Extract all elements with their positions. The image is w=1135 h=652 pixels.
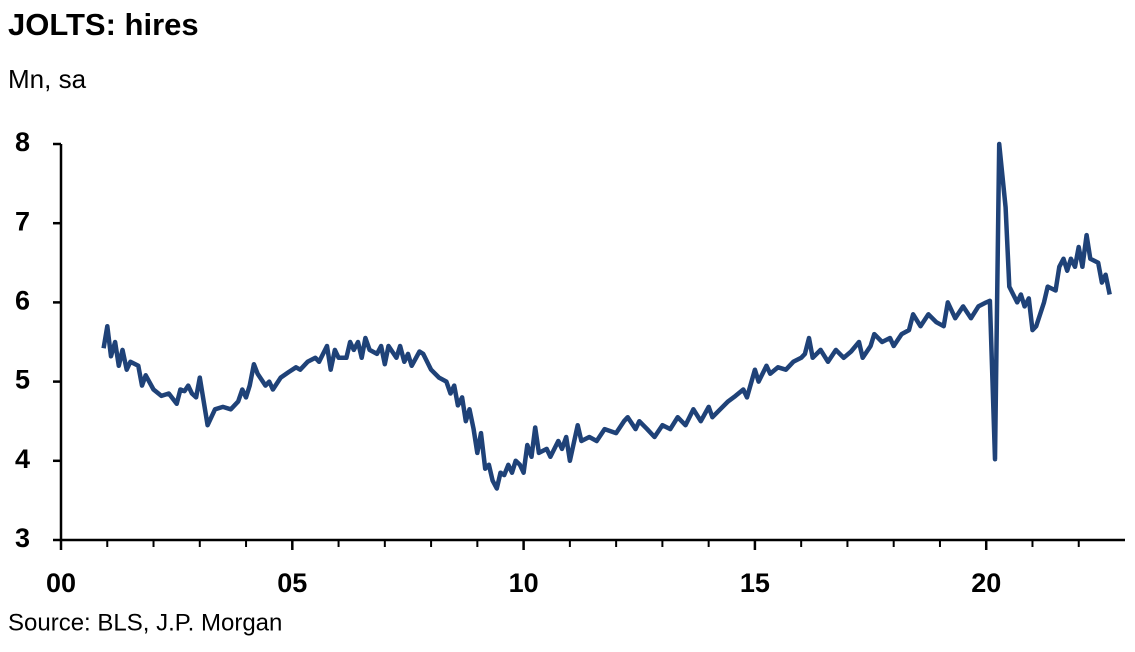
data-line (101, 141, 1112, 491)
x-tick-label: 05 (277, 568, 307, 598)
y-tick-label: 5 (15, 365, 30, 395)
chart-title: JOLTS: hires (8, 7, 199, 42)
chart-subtitle: Mn, sa (8, 64, 87, 94)
y-tick-label: 4 (15, 444, 30, 474)
x-tick-label: 00 (46, 568, 76, 598)
x-tick-label: 20 (971, 568, 1001, 598)
y-tick-label: 6 (15, 286, 30, 316)
y-tick-label: 3 (15, 523, 30, 553)
y-tick-label: 8 (15, 127, 30, 157)
source-note: Source: BLS, J.P. Morgan (8, 609, 282, 636)
x-tick-label: 15 (740, 568, 770, 598)
y-tick-label: 7 (15, 206, 30, 236)
x-tick-label: 10 (509, 568, 539, 598)
